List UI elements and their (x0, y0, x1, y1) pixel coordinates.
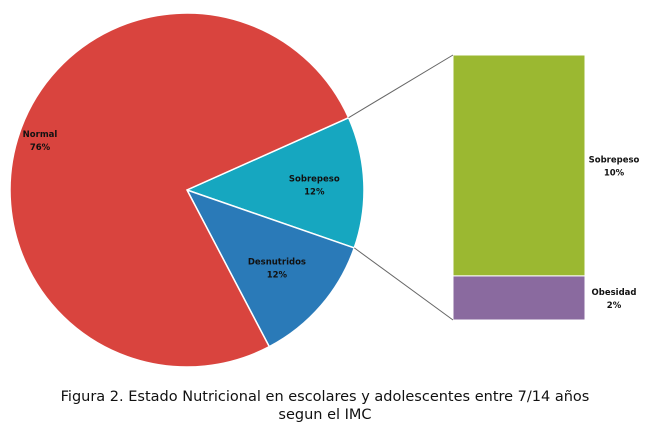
pie-label-desnutridos: Desnutridos (248, 257, 306, 267)
pie-label-sobrepeso: Sobrepeso (289, 174, 340, 184)
pie-slice-sobrepeso (184, 116, 365, 249)
pie-label-normal: Normal (23, 130, 58, 140)
caption-line-1: Figura 2. Estado Nutricional en escolare… (60, 389, 590, 405)
pie-value-normal: 76% (30, 143, 51, 153)
bar-of-pie-chart: Sobrepeso 12% Desnutridos 12% Normal 76% Obesi… (9, 12, 640, 368)
bar-segment-obesidad (452, 275, 586, 321)
pie-slice-normal (9, 12, 350, 368)
connector-line-bottom (354, 247, 454, 321)
connector-line-top (348, 54, 454, 119)
figure-caption: Figura 2. Estado Nutricional en escolare… (0, 388, 650, 424)
bar-label-obesidad: Obesidad (592, 288, 637, 298)
bar-value-sobrepeso: 10% (604, 168, 625, 178)
bar-label-sobrepeso: Sobrepeso (589, 155, 640, 165)
pie-slice-desnutridos (185, 188, 356, 348)
pie-value-sobrepeso: 12% (304, 187, 325, 197)
bar-value-obesidad: 2% (607, 301, 622, 311)
pie-value-desnutridos: 12% (267, 270, 288, 280)
bar-segment-sobrepeso (452, 54, 586, 277)
caption-line-2: segun el IMC (278, 407, 372, 423)
chart-area: Sobrepeso 12% Desnutridos 12% Normal 76% Obesi… (9, 12, 640, 368)
